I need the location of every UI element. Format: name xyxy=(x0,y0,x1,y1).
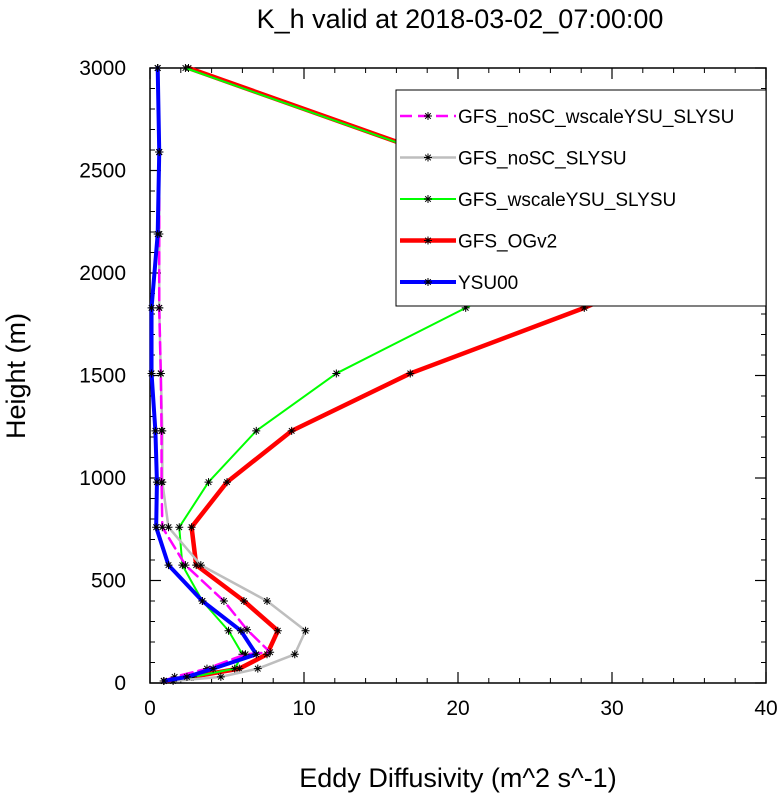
data-point-GFS_noSC_wscaleYSU_SLYSU xyxy=(266,648,275,657)
series-YSU00 xyxy=(147,64,261,685)
y-tick-label: 2500 xyxy=(79,160,126,183)
x-tick-label: 10 xyxy=(292,697,315,720)
x-tick-label: 40 xyxy=(754,697,777,720)
legend-marker-YSU00 xyxy=(424,278,432,286)
data-point-GFS_noSC_wscaleYSU_SLYSU xyxy=(156,369,165,378)
legend-label-GFS_wscaleYSU_SLYSU: GFS_wscaleYSU_SLYSU xyxy=(458,190,676,211)
data-point-YSU00 xyxy=(182,672,191,681)
data-point-GFS_noSC_SLYSU xyxy=(290,650,299,659)
data-point-GFS_noSC_SLYSU xyxy=(164,523,173,532)
data-point-GFS_noSC_wscaleYSU_SLYSU xyxy=(157,478,166,487)
x-axis-label: Eddy Diffusivity (m^2 s^-1) xyxy=(299,763,616,793)
data-point-GFS_OGv2 xyxy=(273,626,282,635)
data-point-GFS_OGv2 xyxy=(223,478,231,487)
data-point-GFS_wscaleYSU_SLYSU xyxy=(224,626,233,635)
data-point-YSU00 xyxy=(153,64,162,72)
data-point-GFS_noSC_wscaleYSU_SLYSU xyxy=(219,597,228,605)
data-point-GFS_OGv2 xyxy=(235,664,244,673)
data-point-GFS_noSC_SLYSU xyxy=(216,672,225,681)
data-point-YSU00 xyxy=(152,478,161,487)
data-point-GFS_wscaleYSU_SLYSU xyxy=(332,369,341,378)
legend-label-GFS_OGv2: GFS_OGv2 xyxy=(458,232,557,253)
data-point-GFS_wscaleYSU_SLYSU xyxy=(252,426,261,435)
x-tick-label: 30 xyxy=(600,697,623,720)
data-point-GFS_noSC_SLYSU xyxy=(301,626,310,635)
data-point-GFS_wscaleYSU_SLYSU xyxy=(461,303,470,312)
data-point-YSU00 xyxy=(209,664,218,673)
data-point-YSU00 xyxy=(236,626,245,635)
data-point-GFS_noSC_SLYSU xyxy=(196,561,205,570)
legend-label-GFS_noSC_wscaleYSU_SLYSU: GFS_noSC_wscaleYSU_SLYSU xyxy=(458,107,734,128)
data-point-GFS_wscaleYSU_SLYSU xyxy=(204,478,213,487)
y-tick-label: 3000 xyxy=(79,57,126,80)
y-tick-label: 0 xyxy=(114,672,126,695)
data-point-YSU00 xyxy=(198,597,207,605)
x-tick-label: 0 xyxy=(144,697,156,720)
legend-marker-GFS_wscaleYSU_SLYSU xyxy=(424,195,432,203)
data-point-YSU00 xyxy=(164,561,173,570)
legend-label-GFS_noSC_SLYSU: GFS_noSC_SLYSU xyxy=(458,149,627,170)
legend-box xyxy=(395,89,767,307)
y-tick-label: 1000 xyxy=(79,467,126,490)
data-point-GFS_noSC_wscaleYSU_SLYSU xyxy=(155,303,164,312)
legend-label-YSU00: YSU00 xyxy=(458,273,518,294)
data-point-GFS_OGv2 xyxy=(192,561,201,570)
legend-marker-GFS_noSC_wscaleYSU_SLYSU xyxy=(424,112,432,120)
data-point-YSU00 xyxy=(147,369,156,378)
y-tick-label: 2000 xyxy=(79,262,126,285)
legend-marker-GFS_noSC_SLYSU xyxy=(424,153,432,162)
data-point-GFS_wscaleYSU_SLYSU xyxy=(175,523,184,532)
legend: GFS_noSC_wscaleYSU_SLYSU GFS_noSC_SLYSU GF… xyxy=(395,89,767,307)
y-tick-label: 500 xyxy=(91,570,126,593)
data-point-YSU00 xyxy=(151,426,160,435)
data-point-GFS_wscaleYSU_SLYSU xyxy=(181,64,190,72)
data-point-GFS_wscaleYSU_SLYSU xyxy=(230,664,239,673)
data-point-GFS_OGv2 xyxy=(187,523,196,532)
data-point-GFS_OGv2 xyxy=(406,369,415,378)
series-GFS_noSC_wscaleYSU_SLYSU xyxy=(153,64,275,685)
data-point-YSU00 xyxy=(159,676,168,685)
data-point-YSU00 xyxy=(147,303,156,312)
data-point-GFS_noSC_wscaleYSU_SLYSU xyxy=(241,650,250,659)
data-point-GFS_noSC_wscaleYSU_SLYSU xyxy=(243,625,252,634)
data-point-GFS_OGv2 xyxy=(263,650,272,659)
data-point-YSU00 xyxy=(155,148,164,157)
series-line-GFS_noSC_wscaleYSU_SLYSU xyxy=(156,66,272,683)
data-point-GFS_noSC_wscaleYSU_SLYSU xyxy=(157,426,166,435)
data-point-YSU00 xyxy=(252,650,261,659)
data-point-GFS_OGv2 xyxy=(239,597,248,605)
data-point-GFS_noSC_wscaleYSU_SLYSU xyxy=(181,561,190,570)
data-point-YSU00 xyxy=(153,230,162,239)
series-line-YSU00 xyxy=(149,66,259,683)
data-point-GFS_noSC_SLYSU xyxy=(253,664,262,673)
chart-title: K_h valid at 2018-03-02_07:00:00 xyxy=(257,4,664,34)
y-tick-label: 1500 xyxy=(79,365,126,388)
data-point-GFS_OGv2 xyxy=(580,303,589,312)
data-point-GFS_noSC_wscaleYSU_SLYSU xyxy=(158,523,167,532)
legend-marker-GFS_OGv2 xyxy=(424,236,432,245)
data-point-YSU00 xyxy=(152,523,161,532)
data-point-GFS_noSC_wscaleYSU_SLYSU xyxy=(170,672,179,681)
x-tick-label: 20 xyxy=(446,697,469,720)
data-point-GFS_noSC_SLYSU xyxy=(263,597,272,605)
data-point-GFS_OGv2 xyxy=(287,426,296,435)
y-axis-label: Height (m) xyxy=(1,313,31,439)
